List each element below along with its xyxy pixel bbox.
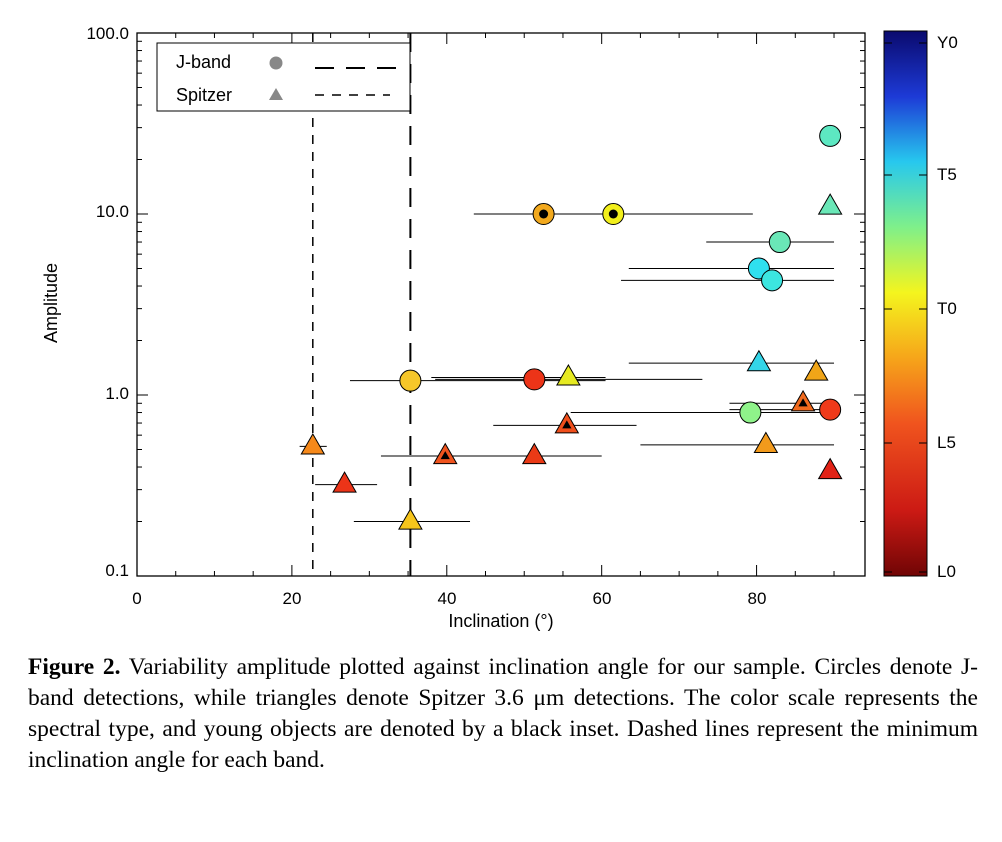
young-inset-triangle (562, 420, 572, 429)
axis-ticks (136, 32, 865, 577)
error-bars (299, 213, 835, 523)
young-inset-triangle (798, 398, 808, 407)
figure-plot: 0 20 40 60 80 0.1 1.0 10.0 100.0 Inclina… (41, 24, 958, 631)
colorbar-label-l5: L5 (937, 433, 956, 452)
spitzer-triangle-marker (746, 349, 772, 372)
jband-circle-marker (761, 269, 784, 292)
spitzer-triangle-marker (817, 457, 843, 480)
caption-text: Variability amplitude plotted against in… (28, 654, 978, 773)
colorbar-label-t5: T5 (937, 165, 957, 184)
figure-caption: Figure 2. Variability amplitude plotted … (28, 652, 978, 776)
y-tick-label: 10.0 (96, 202, 129, 221)
legend-circle-marker (269, 56, 283, 70)
spitzer-triangle-marker (398, 508, 423, 530)
spitzer-triangle-marker (817, 193, 843, 215)
legend-triangle-marker (269, 88, 283, 100)
young-inset-dot (608, 209, 618, 219)
jband-circle-marker (739, 401, 762, 424)
young-inset-triangle (440, 451, 450, 460)
legend-label-jband: J-band (176, 52, 231, 72)
young-inset-dot (539, 209, 549, 219)
y-tick-label: 0.1 (105, 561, 129, 580)
jband-circle-marker (768, 231, 791, 254)
x-tick-label: 60 (593, 589, 612, 608)
spitzer-triangle-marker (332, 471, 357, 493)
spitzer-triangle-marker (300, 433, 326, 455)
x-tick-label: 20 (283, 589, 302, 608)
spitzer-triangle-marker (521, 442, 547, 465)
legend-label-spitzer: Spitzer (176, 85, 232, 105)
colorbar-label-l0: L0 (937, 562, 956, 581)
data-markers (300, 124, 843, 530)
x-tick-label: 80 (748, 589, 767, 608)
x-tick-label: 40 (438, 589, 457, 608)
x-tick-label: 0 (132, 589, 141, 608)
jband-circle-marker (819, 398, 842, 421)
legend: J-band Spitzer (156, 42, 411, 112)
y-tick-label: 1.0 (105, 384, 129, 403)
plot-frame (136, 32, 866, 577)
jband-circle-marker (819, 124, 842, 147)
spitzer-triangle-marker (556, 364, 581, 386)
colorbar-gradient (883, 30, 928, 577)
colorbar-label-y0: Y0 (937, 33, 958, 52)
jband-circle-marker (523, 368, 546, 391)
colorbar-label-t0: T0 (937, 299, 957, 318)
spitzer-triangle-marker (803, 359, 829, 381)
spitzer-triangle-marker (753, 431, 779, 454)
y-tick-label: 100.0 (86, 24, 129, 43)
caption-label: Figure 2. (28, 654, 121, 680)
jband-circle-marker (399, 369, 422, 392)
min-inclination-lines (312, 33, 412, 576)
y-axis-label: Amplitude (41, 263, 61, 343)
x-axis-label: Inclination (°) (448, 611, 553, 631)
legend-box (156, 42, 411, 112)
colorbar: Y0 T5 T0 L5 L0 (883, 30, 958, 581)
